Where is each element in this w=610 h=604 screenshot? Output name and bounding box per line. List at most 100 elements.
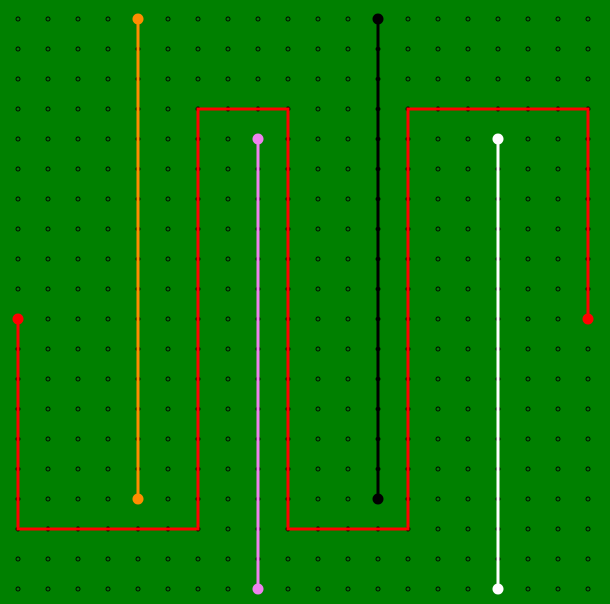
grid-dot[interactable] [435, 466, 441, 472]
grid-dot[interactable] [555, 376, 561, 382]
paths-layer[interactable] [12, 13, 594, 595]
grid-dot[interactable] [75, 76, 81, 82]
grid-dot[interactable] [525, 16, 531, 22]
grid-dot[interactable] [465, 16, 471, 22]
grid-dot[interactable] [315, 76, 321, 82]
grid-dot[interactable] [45, 286, 51, 292]
grid-dot[interactable] [75, 406, 81, 412]
grid-dot[interactable] [345, 136, 351, 142]
grid-dot[interactable] [45, 196, 51, 202]
grid-dot[interactable] [465, 466, 471, 472]
grid-dot[interactable] [225, 496, 231, 502]
grid-dot[interactable] [75, 586, 81, 592]
grid-dot[interactable] [75, 286, 81, 292]
grid-dot[interactable] [345, 496, 351, 502]
grid-dot[interactable] [315, 346, 321, 352]
grid-dot[interactable] [285, 556, 291, 562]
grid-dot[interactable] [45, 346, 51, 352]
grid-dot[interactable] [555, 136, 561, 142]
grid-dot[interactable] [165, 316, 171, 322]
grid-dot[interactable] [555, 556, 561, 562]
grid-dot[interactable] [105, 436, 111, 442]
grid-dot[interactable] [165, 346, 171, 352]
grid-dot[interactable] [315, 586, 321, 592]
grid-dot[interactable] [435, 166, 441, 172]
grid-dot[interactable] [165, 166, 171, 172]
grid-dot[interactable] [555, 436, 561, 442]
grid-dot[interactable] [15, 196, 21, 202]
grid-dot[interactable] [525, 346, 531, 352]
grid-dot[interactable] [585, 556, 591, 562]
grid-dot[interactable] [105, 346, 111, 352]
grid-dot[interactable] [345, 76, 351, 82]
grid-dot[interactable] [375, 586, 381, 592]
grid-dot[interactable] [345, 166, 351, 172]
grid-dot[interactable] [585, 46, 591, 52]
grid-dot[interactable] [465, 316, 471, 322]
grid-dot[interactable] [525, 136, 531, 142]
path-violet[interactable] [252, 133, 264, 595]
grid-dot[interactable] [15, 586, 21, 592]
grid-dot[interactable] [435, 376, 441, 382]
grid-dot[interactable] [225, 556, 231, 562]
grid-dot[interactable] [75, 556, 81, 562]
grid-dot[interactable] [45, 256, 51, 262]
grid-dot[interactable] [435, 16, 441, 22]
grid-dot[interactable] [105, 76, 111, 82]
grid-dot[interactable] [585, 496, 591, 502]
grid-dot[interactable] [75, 376, 81, 382]
grid-dot[interactable] [165, 46, 171, 52]
grid-dot[interactable] [285, 46, 291, 52]
grid-dot[interactable] [435, 226, 441, 232]
grid-dot[interactable] [45, 316, 51, 322]
grid-dot[interactable] [405, 16, 411, 22]
path-orange-start-endpoint[interactable] [132, 13, 144, 25]
grid-dot[interactable] [165, 256, 171, 262]
grid-dot[interactable] [225, 586, 231, 592]
grid-dot[interactable] [555, 496, 561, 502]
grid-dot[interactable] [345, 436, 351, 442]
grid-dot[interactable] [345, 376, 351, 382]
grid-dot[interactable] [105, 16, 111, 22]
path-white-start-endpoint[interactable] [492, 133, 504, 145]
grid-dot[interactable] [435, 136, 441, 142]
path-orange-end-endpoint[interactable] [132, 493, 144, 505]
grid-dot[interactable] [165, 76, 171, 82]
grid-dot[interactable] [555, 586, 561, 592]
grid-dot[interactable] [525, 226, 531, 232]
grid-dot[interactable] [165, 16, 171, 22]
grid-dot[interactable] [45, 466, 51, 472]
path-red-line[interactable] [16, 107, 590, 531]
grid-dot[interactable] [255, 46, 261, 52]
grid-dot[interactable] [435, 346, 441, 352]
grid-dot[interactable] [465, 256, 471, 262]
grid-dot[interactable] [165, 106, 171, 112]
grid-dot[interactable] [255, 16, 261, 22]
grid-dot[interactable] [45, 436, 51, 442]
grid-dot[interactable] [75, 436, 81, 442]
path-white[interactable] [492, 133, 504, 595]
grid-dot[interactable] [45, 106, 51, 112]
grid-dot[interactable] [435, 286, 441, 292]
grid-dot[interactable] [75, 46, 81, 52]
path-violet-start-endpoint[interactable] [252, 133, 264, 145]
grid-dot[interactable] [345, 226, 351, 232]
grid-dot[interactable] [555, 466, 561, 472]
grid-dot[interactable] [315, 376, 321, 382]
grid-dot[interactable] [165, 406, 171, 412]
grid-dot[interactable] [315, 256, 321, 262]
grid-dot[interactable] [465, 436, 471, 442]
grid-dot[interactable] [555, 76, 561, 82]
grid-dot[interactable] [165, 196, 171, 202]
grid-dot[interactable] [45, 406, 51, 412]
path-orange[interactable] [132, 13, 144, 505]
grid-dot[interactable] [345, 466, 351, 472]
grid-dot[interactable] [345, 346, 351, 352]
grid-dot[interactable] [465, 136, 471, 142]
grid-dot[interactable] [315, 16, 321, 22]
grid-dot[interactable] [105, 496, 111, 502]
grid-dot[interactable] [585, 466, 591, 472]
grid-dot[interactable] [345, 106, 351, 112]
grid-dot[interactable] [405, 76, 411, 82]
